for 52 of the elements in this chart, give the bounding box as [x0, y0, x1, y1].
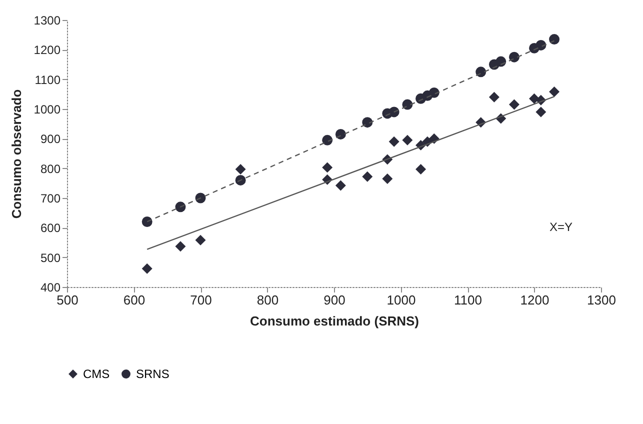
point: [235, 174, 246, 186]
legend-label: SRNS: [136, 367, 170, 381]
point: [388, 136, 400, 147]
annotation: X=Y: [549, 220, 573, 234]
y-tick-label: 1100: [34, 72, 61, 87]
point: [549, 34, 560, 45]
point: [322, 134, 333, 146]
point: [195, 234, 206, 246]
point: [335, 128, 346, 140]
y-tick-label: 400: [40, 280, 61, 294]
point: [175, 241, 186, 252]
y-tick-label: 900: [40, 132, 61, 146]
y-tick-label: 800: [40, 162, 61, 176]
y-tick-label: 1200: [34, 43, 61, 58]
point: [476, 66, 486, 78]
y-tick-label: 1300: [34, 14, 61, 28]
x-tick-label: 1000: [386, 292, 416, 308]
point: [322, 162, 333, 173]
point: [388, 106, 400, 118]
point: [142, 263, 152, 274]
point: [402, 134, 413, 146]
y-axis-title: Consumo observado: [8, 89, 24, 219]
point: [496, 56, 506, 67]
point: [488, 92, 500, 102]
point: [142, 216, 152, 227]
point: [175, 202, 186, 212]
point: [536, 40, 546, 50]
x-tick-label: 700: [190, 292, 212, 308]
y-tick-label: 600: [40, 221, 61, 236]
x-tick-label: 900: [324, 292, 346, 308]
point: [235, 164, 246, 174]
y-tick-label: 700: [40, 192, 61, 206]
point: [536, 106, 546, 118]
x-tick-label: 1100: [454, 292, 482, 308]
point: [362, 117, 373, 128]
x-tick-label: 500: [56, 292, 78, 308]
x-tick-label: 600: [123, 292, 146, 308]
x-tick-label: 800: [256, 292, 279, 308]
x-axis-title: Consumo estimado (SRNS): [250, 314, 420, 328]
point: [362, 171, 373, 182]
y-tick-label: 1000: [34, 102, 61, 116]
point: [508, 99, 520, 110]
point: [508, 52, 520, 62]
legend-label: CMS: [83, 367, 110, 381]
y-tick-label: 500: [40, 250, 61, 265]
point: [428, 87, 440, 98]
x-tick-label: 1300: [587, 292, 616, 308]
x-tick-label: 1200: [520, 292, 550, 308]
point: [382, 173, 393, 184]
point: [335, 180, 346, 191]
point: [549, 86, 560, 98]
point: [416, 164, 426, 174]
